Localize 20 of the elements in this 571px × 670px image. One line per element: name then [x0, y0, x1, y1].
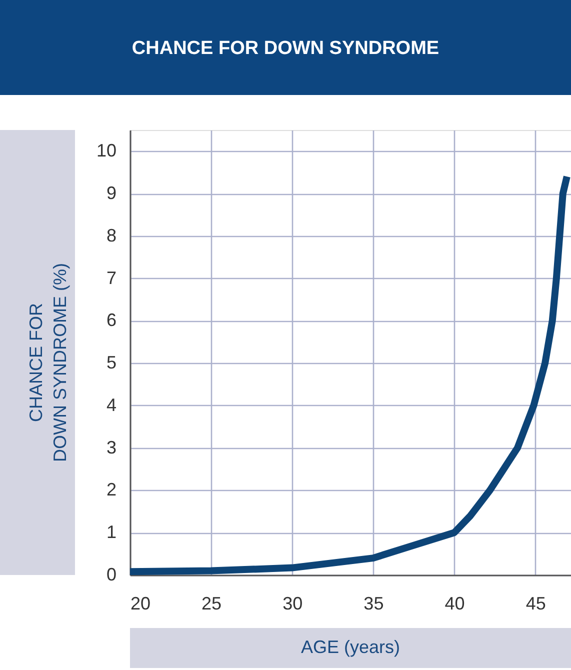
y-tick-label: 0: [106, 564, 116, 584]
y-tick-label: 6: [106, 310, 116, 330]
y-tick-label: 9: [106, 183, 116, 204]
x-axis-title: AGE (years): [300, 637, 400, 657]
x-tick-label: 40: [444, 594, 465, 614]
y-axis-title: CHANCE FOR DOWN SYNDROME (%): [26, 263, 70, 462]
x-tick-label: 20: [130, 594, 151, 614]
chart-title: CHANCE FOR DOWN SYNDROME: [132, 38, 440, 59]
y-tick-label: 3: [106, 437, 116, 458]
x-tick-label: 35: [364, 594, 384, 614]
y-tick-label: 4: [106, 394, 116, 415]
y-tick-label: 10: [96, 140, 116, 161]
y-tick-label: 7: [106, 268, 116, 288]
x-tick-label: 45: [526, 594, 546, 614]
x-tick-label: 25: [202, 594, 222, 614]
x-tick-label: 30: [282, 594, 303, 614]
y-tick-label: 1: [106, 522, 116, 542]
y-tick-label: 8: [106, 225, 116, 246]
y-tick-label: 5: [106, 352, 116, 373]
y-tick-label: 2: [106, 480, 116, 500]
